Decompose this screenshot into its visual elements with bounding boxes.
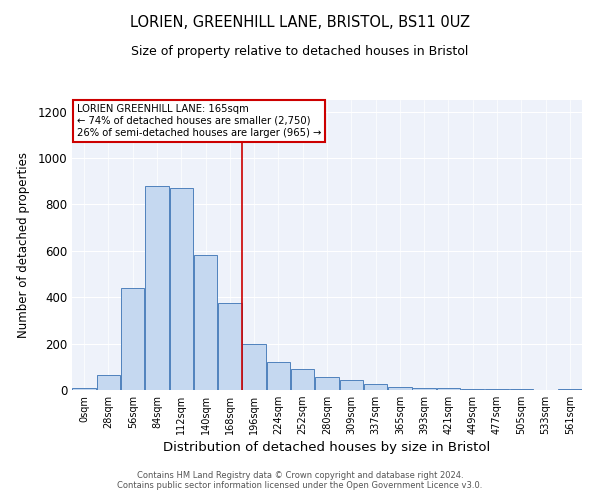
Bar [388, 386, 412, 390]
Bar [242, 344, 266, 390]
Bar [170, 188, 193, 390]
X-axis label: Distribution of detached houses by size in Bristol: Distribution of detached houses by size … [163, 442, 491, 454]
Text: LORIEN GREENHILL LANE: 165sqm
← 74% of detached houses are smaller (2,750)
26% o: LORIEN GREENHILL LANE: 165sqm ← 74% of d… [77, 104, 322, 138]
Bar [218, 303, 242, 390]
Bar [145, 186, 169, 390]
Bar [97, 375, 120, 390]
Text: LORIEN, GREENHILL LANE, BRISTOL, BS11 0UZ: LORIEN, GREENHILL LANE, BRISTOL, BS11 0U… [130, 15, 470, 30]
Bar [558, 389, 581, 390]
Text: Contains HM Land Registry data © Crown copyright and database right 2024.
Contai: Contains HM Land Registry data © Crown c… [118, 470, 482, 490]
Text: Size of property relative to detached houses in Bristol: Size of property relative to detached ho… [131, 45, 469, 58]
Bar [266, 362, 290, 390]
Y-axis label: Number of detached properties: Number of detached properties [17, 152, 31, 338]
Bar [315, 377, 339, 390]
Bar [291, 369, 314, 390]
Bar [461, 389, 484, 390]
Bar [364, 384, 388, 390]
Bar [412, 388, 436, 390]
Bar [121, 288, 145, 390]
Bar [340, 380, 363, 390]
Bar [73, 388, 96, 390]
Bar [437, 388, 460, 390]
Bar [194, 256, 217, 390]
